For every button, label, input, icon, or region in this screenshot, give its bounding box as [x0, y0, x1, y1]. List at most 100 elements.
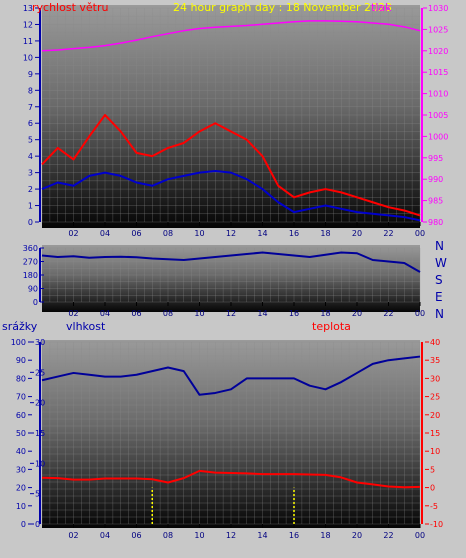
wind-axis-tick-label: 13 — [23, 4, 33, 13]
x-tick-label: 14 — [257, 229, 267, 238]
x-tick-label: 06 — [131, 229, 141, 238]
temperature-label: teplota — [312, 320, 351, 333]
wind-axis-tick-label: 5 — [28, 136, 33, 145]
temperature-axis-tick-label: 40 — [430, 338, 440, 347]
x-tick-label: 06 — [131, 531, 141, 540]
rain-axis-tick-label: 90 — [16, 356, 26, 365]
x-tick-label: 14 — [257, 309, 267, 318]
direction-label-n-top: N — [435, 239, 444, 253]
pressure-label: tlak — [371, 1, 392, 14]
humidity-line — [41, 355, 421, 396]
x-tick-label: 18 — [320, 531, 330, 540]
temperature-axis-tick-label: 20 — [430, 411, 440, 420]
wind-axis-tick-label: 10 — [23, 53, 33, 62]
direction-axis-tick-label: 270 — [23, 258, 38, 267]
x-tick-label: 18 — [320, 309, 330, 318]
direction-label-n-bottom: N — [435, 307, 444, 321]
pressure-axis-tick-label: 985 — [428, 197, 443, 206]
x-tick-label: 00 — [415, 531, 425, 540]
x-tick-label: 08 — [163, 309, 173, 318]
x-tick-label: 22 — [383, 309, 393, 318]
x-tick-label: 16 — [289, 309, 299, 318]
pressure-axis-tick-label: 980 — [428, 218, 443, 227]
x-tick-label: 02 — [68, 229, 78, 238]
pressure-axis-tick-label: 995 — [428, 154, 443, 163]
rain-axis-tick-label: 80 — [16, 374, 26, 383]
x-tick-label: 04 — [100, 531, 110, 540]
wind-axis-tick-label: 1 — [28, 202, 33, 211]
direction-axis-tick-label: 360 — [23, 244, 38, 253]
pressure-line — [41, 20, 421, 52]
rain-axis-tick-label: 100 — [11, 338, 26, 347]
temperature-axis-tick-label: 5 — [430, 465, 435, 474]
rain-axis-tick-label: 70 — [16, 393, 26, 402]
temperature-axis-tick-label: -10 — [430, 520, 443, 529]
direction-label-s: S — [435, 273, 443, 287]
x-tick-label: 04 — [100, 309, 110, 318]
grid-layer — [41, 7, 421, 525]
x-tick-label: 06 — [131, 309, 141, 318]
x-tick-label: 00 — [415, 309, 425, 318]
wind-axis-tick-label: 0 — [28, 218, 33, 227]
x-tick-label: 00 — [415, 229, 425, 238]
temperature-line — [41, 469, 421, 489]
rain-axis-tick-label: 40 — [16, 447, 26, 456]
humidity-label: vlhkost — [66, 320, 106, 333]
wind-average-line — [41, 169, 421, 222]
humidity-axis-tick-label: 5 — [35, 490, 40, 499]
x-tick-label: 16 — [289, 531, 299, 540]
x-tick-label: 04 — [100, 229, 110, 238]
graph-title: 24 hour graph day : 18 November 2023 — [173, 1, 392, 14]
wind-axis-tick-label: 11 — [23, 37, 33, 46]
wind-axis-tick-label: 3 — [28, 169, 33, 178]
wind-direction-line — [41, 251, 421, 273]
rain-axis-tick-label: 30 — [16, 465, 26, 474]
pressure-axis-tick-label: 1015 — [428, 68, 448, 77]
wind-axis-tick-label: 7 — [28, 103, 33, 112]
wind-axis-tick-label: 6 — [28, 119, 33, 128]
x-tick-label: 12 — [226, 531, 236, 540]
temperature-axis-tick-label: 35 — [430, 356, 440, 365]
rain-axis-tick-label: 20 — [16, 484, 26, 493]
wind-axis-tick-label: 9 — [28, 70, 33, 79]
x-tick-label: 16 — [289, 229, 299, 238]
x-tick-label: 22 — [383, 229, 393, 238]
rain-axis-tick-label: 10 — [16, 502, 26, 511]
x-tick-label: 20 — [352, 229, 362, 238]
rain-axis-tick-label: 50 — [16, 429, 26, 438]
x-tick-label: 12 — [226, 229, 236, 238]
direction-axis-tick-label: 180 — [23, 271, 38, 280]
x-tick-label: 12 — [226, 309, 236, 318]
pressure-axis-tick-label: 1005 — [428, 111, 448, 120]
direction-axis-tick-label: 90 — [28, 285, 38, 294]
series-layer — [41, 20, 421, 524]
direction-label-w: W — [435, 256, 447, 270]
pressure-axis-tick-label: 1010 — [428, 90, 448, 99]
wind-axis-tick-label: 2 — [28, 185, 33, 194]
humidity-axis-tick-label: 0 — [35, 520, 40, 529]
x-tick-label: 08 — [163, 229, 173, 238]
temperature-axis-tick-label: 25 — [430, 393, 440, 402]
x-tick-label: 18 — [320, 229, 330, 238]
x-tick-label: 02 — [68, 531, 78, 540]
pressure-axis-tick-label: 1030 — [428, 4, 448, 13]
x-tick-label: 02 — [68, 309, 78, 318]
pressure-axis-tick-label: 990 — [428, 175, 443, 184]
pressure-axis-tick-label: 1020 — [428, 47, 448, 56]
direction-label-e: E — [435, 290, 443, 304]
x-tick-label: 14 — [257, 531, 267, 540]
x-tick-label: 08 — [163, 531, 173, 540]
temperature-axis-tick-label: 0 — [430, 484, 435, 493]
wind-speed-line — [41, 114, 421, 217]
direction-axis-tick-label: 0 — [33, 298, 38, 307]
temperature-axis-tick-label: -5 — [430, 502, 438, 511]
wind-axis-tick-label: 4 — [28, 152, 33, 161]
temperature-axis-tick-label: 30 — [430, 374, 440, 383]
temperature-axis-tick-label: 10 — [430, 447, 440, 456]
rain-axis-tick-label: 60 — [16, 411, 26, 420]
x-tick-label: 10 — [194, 229, 204, 238]
x-tick-label: 20 — [352, 531, 362, 540]
